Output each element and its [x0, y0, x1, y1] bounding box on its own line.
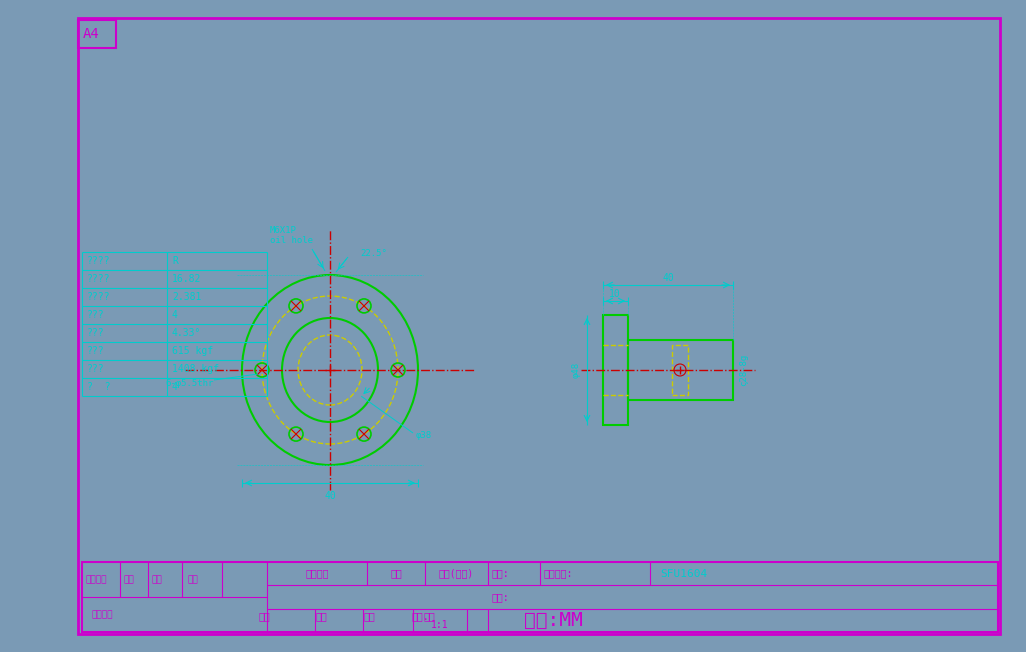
Text: 处数: 处数 [124, 575, 134, 584]
Text: 40: 40 [662, 273, 674, 283]
Text: ???: ??? [87, 310, 105, 320]
Text: 客户名称: 客户名称 [306, 569, 328, 579]
Text: 40: 40 [324, 491, 336, 501]
Text: 绘图: 绘图 [259, 612, 270, 621]
Text: 日期: 日期 [152, 575, 163, 584]
Text: 签名: 签名 [187, 575, 198, 584]
Text: φ38: φ38 [416, 432, 432, 441]
Text: 10: 10 [609, 289, 621, 299]
Bar [78, 18, 1000, 634]
Text: 数量(单台): 数量(单台) [438, 569, 474, 579]
Text: 比例: 比例 [423, 612, 435, 621]
Text: ???: ??? [87, 328, 105, 338]
Text: 1408 kgf: 1408 kgf [172, 364, 219, 374]
Bar [628, 340, 733, 400]
Text: 2.381: 2.381 [172, 292, 201, 302]
Text: R: R [172, 256, 177, 266]
Text: 6-φ5.5thr: 6-φ5.5thr [165, 379, 214, 389]
Text: ????: ???? [87, 274, 111, 284]
Bar [78, 20, 116, 48]
Text: 16.82: 16.82 [172, 274, 201, 284]
Text: M6X1P
oil hole: M6X1P oil hole [270, 226, 313, 245]
Text: 更改标记: 更改标记 [86, 575, 108, 584]
Text: 参考图号:: 参考图号: [544, 569, 574, 579]
Text: 日期: 日期 [390, 569, 402, 579]
Bar [603, 315, 628, 425]
Text: ???: ??? [87, 364, 105, 374]
Text: 图号:: 图号: [492, 569, 510, 579]
Text: 设计: 设计 [315, 612, 327, 621]
Text: 单位:MM: 单位:MM [523, 611, 583, 630]
Text: 615 kgf: 615 kgf [172, 346, 213, 356]
Text: 客户确认: 客户确认 [92, 610, 114, 619]
Text: A4: A4 [83, 27, 100, 41]
Text: ????: ???? [87, 292, 111, 302]
Text: 审核: 审核 [363, 612, 374, 621]
Text: 材料:: 材料: [492, 592, 510, 602]
Text: 22.5°: 22.5° [360, 248, 387, 258]
Text: ????: ???? [87, 256, 111, 266]
Text: 4: 4 [172, 382, 177, 392]
Text: SFU1604: SFU1604 [660, 569, 707, 579]
Bar [82, 562, 998, 632]
Bar [672, 345, 688, 395]
Text: ???: ??? [87, 346, 105, 356]
Text: 视角.: 视角. [411, 612, 429, 621]
Text: 1:1: 1:1 [431, 620, 448, 630]
Text: 4.33°: 4.33° [172, 328, 201, 338]
Text: ?  ?: ? ? [87, 382, 111, 392]
Text: 4: 4 [172, 310, 177, 320]
Text: ς28-8g: ς28-8g [739, 354, 748, 386]
Text: φ48: φ48 [573, 362, 581, 378]
